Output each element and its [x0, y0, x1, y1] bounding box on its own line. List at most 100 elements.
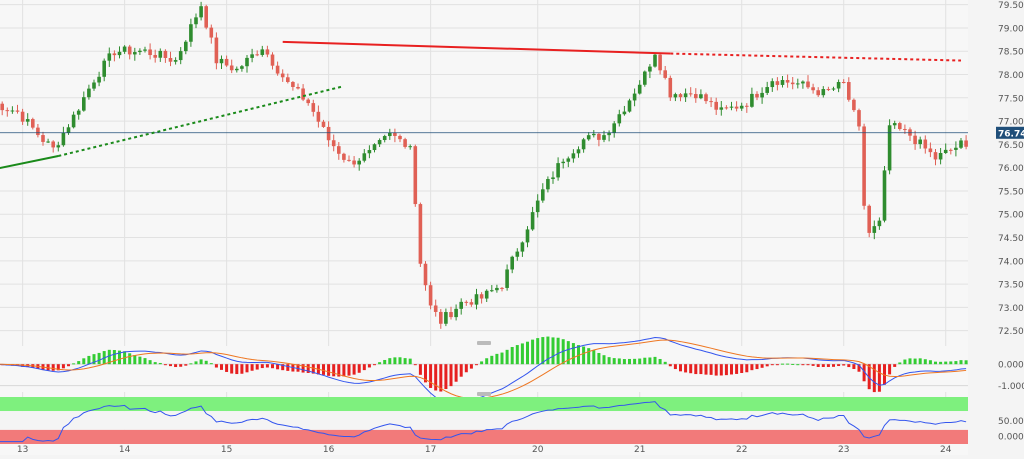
- macd-histogram-bar: [322, 364, 325, 375]
- candle-up: [133, 52, 137, 55]
- macd-histogram-bar: [439, 364, 443, 392]
- candle-up: [372, 144, 377, 151]
- candle-up: [102, 60, 106, 77]
- macd-histogram-bar: [918, 358, 922, 365]
- time-tick-label: 13: [17, 445, 28, 455]
- time-tick-label: 22: [736, 445, 747, 455]
- candle-up: [388, 132, 392, 137]
- macd-histogram-bar: [500, 352, 504, 365]
- price-tick-label: 74.000: [998, 257, 1024, 267]
- macd-histogram-bar: [617, 358, 621, 365]
- macd-histogram-bar: [235, 364, 239, 375]
- candle-up: [719, 107, 724, 110]
- macd-histogram-bar: [220, 364, 223, 370]
- candle-down: [775, 81, 780, 85]
- macd-histogram-bar: [449, 364, 453, 387]
- candle-down: [898, 123, 902, 130]
- candle-up: [61, 132, 66, 146]
- macd-panel: [0, 336, 968, 405]
- macd-histogram-bar: [464, 364, 468, 373]
- macd-histogram-bar: [837, 364, 841, 367]
- macd-histogram-bar: [434, 364, 438, 391]
- candle-up: [357, 160, 361, 165]
- macd-histogram-bar: [673, 364, 677, 370]
- macd-histogram-bar: [184, 364, 188, 366]
- candle-up: [643, 71, 647, 85]
- candle-up: [525, 229, 530, 243]
- time-tick-label: 23: [838, 445, 849, 455]
- macd-histogram-bar: [378, 362, 382, 365]
- macd-histogram-bar: [138, 356, 142, 365]
- macd-histogram-bar: [357, 364, 361, 373]
- candle-down: [337, 146, 341, 154]
- macd-histogram-bar: [872, 364, 876, 393]
- candle-up: [699, 94, 703, 99]
- macd-histogram-bar: [770, 364, 774, 366]
- candle-up: [887, 125, 892, 171]
- candle-down: [342, 153, 346, 160]
- candle-down: [163, 50, 168, 58]
- candle-up: [612, 123, 616, 133]
- macd-histogram-bar: [204, 360, 208, 365]
- macd-histogram-bar: [153, 362, 157, 365]
- macd-histogram-bar: [898, 362, 902, 365]
- macd-tick-label: 0.000: [998, 361, 1024, 371]
- macd-histogram-bar: [245, 364, 249, 373]
- right-axis-area: [968, 0, 1024, 455]
- rising-support-extension-line: [58, 85, 345, 157]
- candle-up: [515, 251, 520, 257]
- macd-histogram-bar: [724, 364, 728, 376]
- macd-histogram-bar: [826, 364, 830, 367]
- candle-up: [739, 105, 744, 109]
- candle-up: [760, 92, 764, 98]
- time-tick-label: 21: [634, 445, 645, 455]
- candle-up: [454, 308, 458, 318]
- macd-histogram-bar: [72, 363, 76, 365]
- candle-up: [622, 111, 627, 115]
- candle-up: [632, 93, 637, 101]
- macd-histogram-bar: [92, 354, 96, 365]
- macd-histogram-bar: [225, 364, 229, 372]
- macd-histogram-bar: [531, 339, 535, 365]
- price-tick-label: 76.000: [998, 164, 1024, 174]
- macd-histogram-bar: [383, 359, 387, 365]
- macd-histogram-bar: [689, 364, 693, 374]
- macd-histogram-bar: [842, 364, 846, 366]
- falling-resistance-extension-line: [670, 52, 962, 62]
- candle-down: [811, 87, 815, 91]
- candle-down: [928, 148, 933, 153]
- candle-up: [444, 312, 448, 324]
- macd-histogram-bar: [148, 360, 152, 365]
- candle-down: [265, 49, 270, 55]
- macd-histogram-bar: [332, 364, 336, 377]
- rsi-neutral-zone: [0, 411, 968, 430]
- macd-histogram-bar: [877, 364, 881, 392]
- last-price-label: 76.749: [998, 129, 1024, 139]
- price-macd-handle: [477, 341, 491, 345]
- macd-histogram-bar: [337, 364, 341, 377]
- candle-up: [561, 161, 565, 164]
- candle-down: [326, 126, 331, 141]
- candle-down: [20, 111, 25, 122]
- candle-down: [15, 110, 20, 112]
- macd-histogram-bar: [128, 353, 132, 365]
- candle-up: [56, 145, 61, 148]
- candle-up: [235, 68, 239, 71]
- macd-histogram-bar: [694, 364, 698, 375]
- candle-down: [709, 101, 713, 103]
- macd-histogram-bar: [413, 364, 417, 366]
- candle-down: [306, 99, 310, 104]
- macd-histogram-bar: [577, 345, 580, 365]
- candle-down: [398, 135, 402, 140]
- macd-histogram-bar: [781, 363, 784, 365]
- macd-histogram-bar: [87, 355, 91, 365]
- macd-histogram-bar: [709, 364, 713, 375]
- macd-histogram-bar: [765, 364, 769, 367]
- macd-histogram-bar: [735, 364, 739, 374]
- macd-histogram-bar: [342, 364, 346, 377]
- price-tick-label: 74.500: [998, 234, 1024, 244]
- candle-up: [520, 242, 525, 252]
- candle-down: [209, 27, 214, 38]
- macd-histogram-bar: [97, 352, 101, 365]
